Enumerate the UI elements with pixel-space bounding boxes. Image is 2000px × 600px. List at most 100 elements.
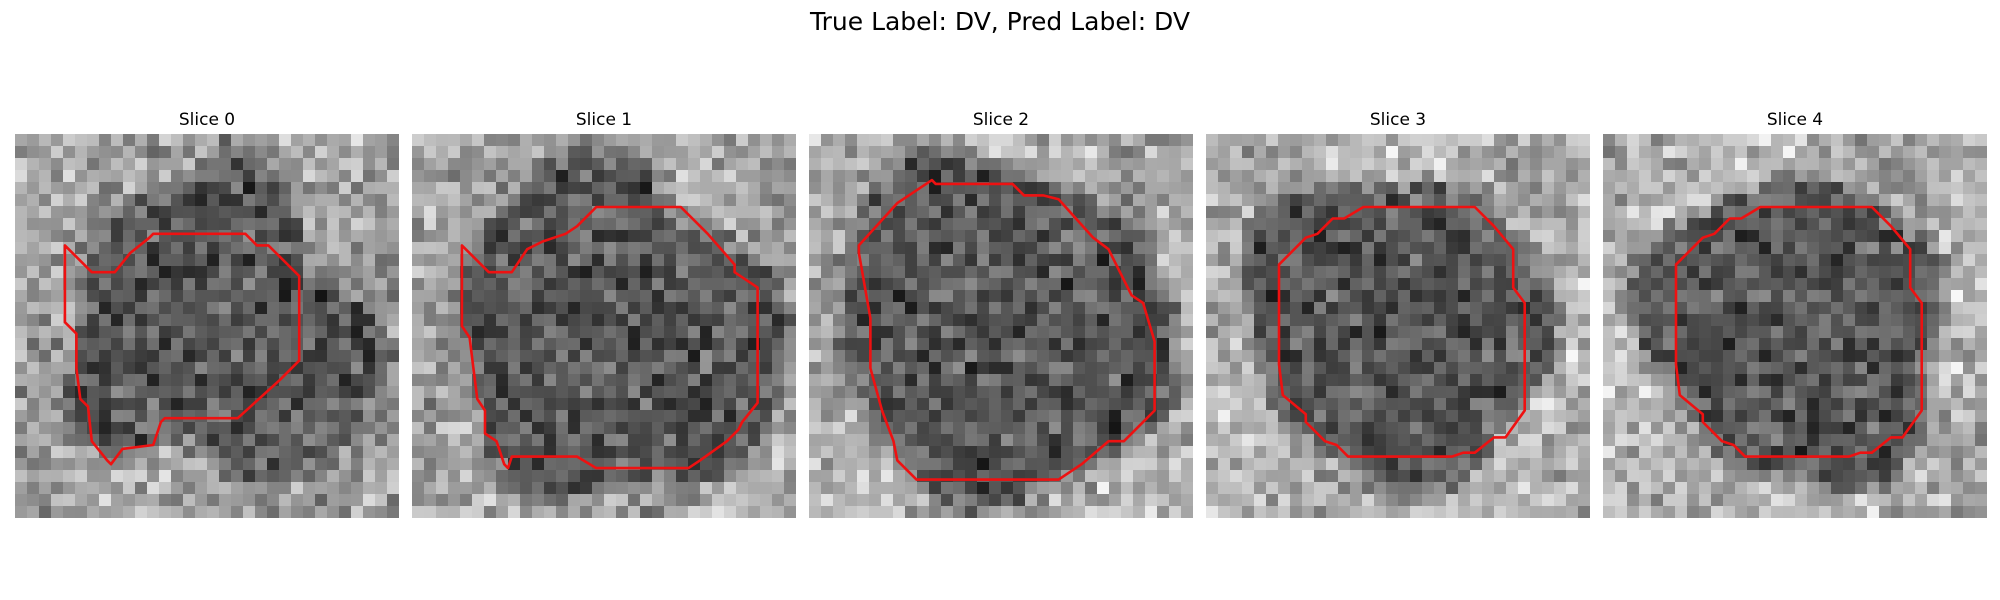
image-pixel [1494,242,1507,255]
image-pixel [496,146,509,159]
image-pixel [917,266,930,279]
image-pixel [448,350,461,363]
image-pixel [1711,134,1724,147]
image-pixel [700,398,713,411]
image-pixel [1711,158,1724,171]
image-pixel [1157,362,1170,375]
image-pixel [1578,482,1590,495]
image-pixel [664,506,677,518]
image-pixel [1687,302,1700,315]
image-pixel [664,482,677,495]
image-pixel [700,446,713,459]
image-pixel [327,470,340,483]
image-pixel [1807,422,1820,435]
image-pixel [724,302,737,315]
image-pixel [929,434,942,447]
image-pixel [351,458,364,471]
image-pixel [893,422,906,435]
image-pixel [568,302,581,315]
image-pixel [1073,398,1086,411]
image-pixel [712,158,725,171]
image-pixel [1783,218,1796,231]
image-pixel [1542,350,1555,363]
image-pixel [75,458,88,471]
image-pixel [291,278,304,291]
image-pixel [1458,482,1471,495]
image-pixel [1037,434,1050,447]
image-pixel [1121,254,1134,267]
image-pixel [351,254,364,267]
image-pixel [1326,134,1339,147]
image-pixel [772,134,785,147]
image-pixel [905,470,918,483]
image-pixel [1675,242,1688,255]
image-pixel [1843,254,1856,267]
image-pixel [760,254,773,267]
image-pixel [1711,398,1724,411]
image-pixel [616,218,629,231]
image-pixel [363,350,376,363]
image-pixel [1807,266,1820,279]
image-pixel [1278,422,1291,435]
image-pixel [1663,362,1676,375]
image-pixel [772,206,785,219]
image-pixel [1121,158,1134,171]
image-pixel [628,230,641,243]
image-pixel [652,482,665,495]
image-pixel [448,266,461,279]
image-pixel [1963,134,1976,147]
image-pixel [1326,470,1339,483]
image-pixel [1506,158,1519,171]
image-pixel [1169,206,1182,219]
image-pixel [1362,458,1375,471]
image-pixel [231,422,244,435]
image-pixel [1061,434,1074,447]
image-pixel [1723,410,1736,423]
image-pixel [556,374,569,387]
image-pixel [195,278,208,291]
image-pixel [1085,458,1098,471]
image-pixel [1458,362,1471,375]
image-pixel [1783,374,1796,387]
slice-panel-3: Slice 3 [1206,108,1590,520]
image-pixel [15,302,28,315]
image-pixel [1795,266,1808,279]
image-pixel [15,134,28,147]
image-pixel [1903,182,1916,195]
image-pixel [544,146,557,159]
image-pixel [833,134,846,147]
image-pixel [1085,290,1098,303]
image-pixel [1494,290,1507,303]
image-pixel [1699,302,1712,315]
image-pixel [532,374,545,387]
image-pixel [1446,302,1459,315]
image-pixel [592,218,605,231]
image-pixel [1097,242,1110,255]
image-pixel [1362,422,1375,435]
image-pixel [1831,350,1844,363]
image-pixel [592,374,605,387]
image-pixel [51,470,64,483]
image-pixel [387,242,399,255]
image-pixel [1903,194,1916,207]
image-pixel [327,350,340,363]
image-pixel [953,458,966,471]
image-pixel [1049,410,1062,423]
image-pixel [99,494,112,507]
image-pixel [857,302,870,315]
image-pixel [821,398,834,411]
image-pixel [1374,314,1387,327]
image-pixel [99,134,112,147]
image-pixel [1939,410,1952,423]
image-pixel [303,374,316,387]
image-pixel [1578,194,1590,207]
image-pixel [1711,338,1724,351]
image-pixel [267,446,280,459]
image-pixel [1169,350,1182,363]
image-pixel [1290,506,1303,518]
image-pixel [231,242,244,255]
image-pixel [87,470,100,483]
segmentation-contour [460,205,759,470]
image-pixel [1807,398,1820,411]
image-pixel [1206,146,1219,159]
